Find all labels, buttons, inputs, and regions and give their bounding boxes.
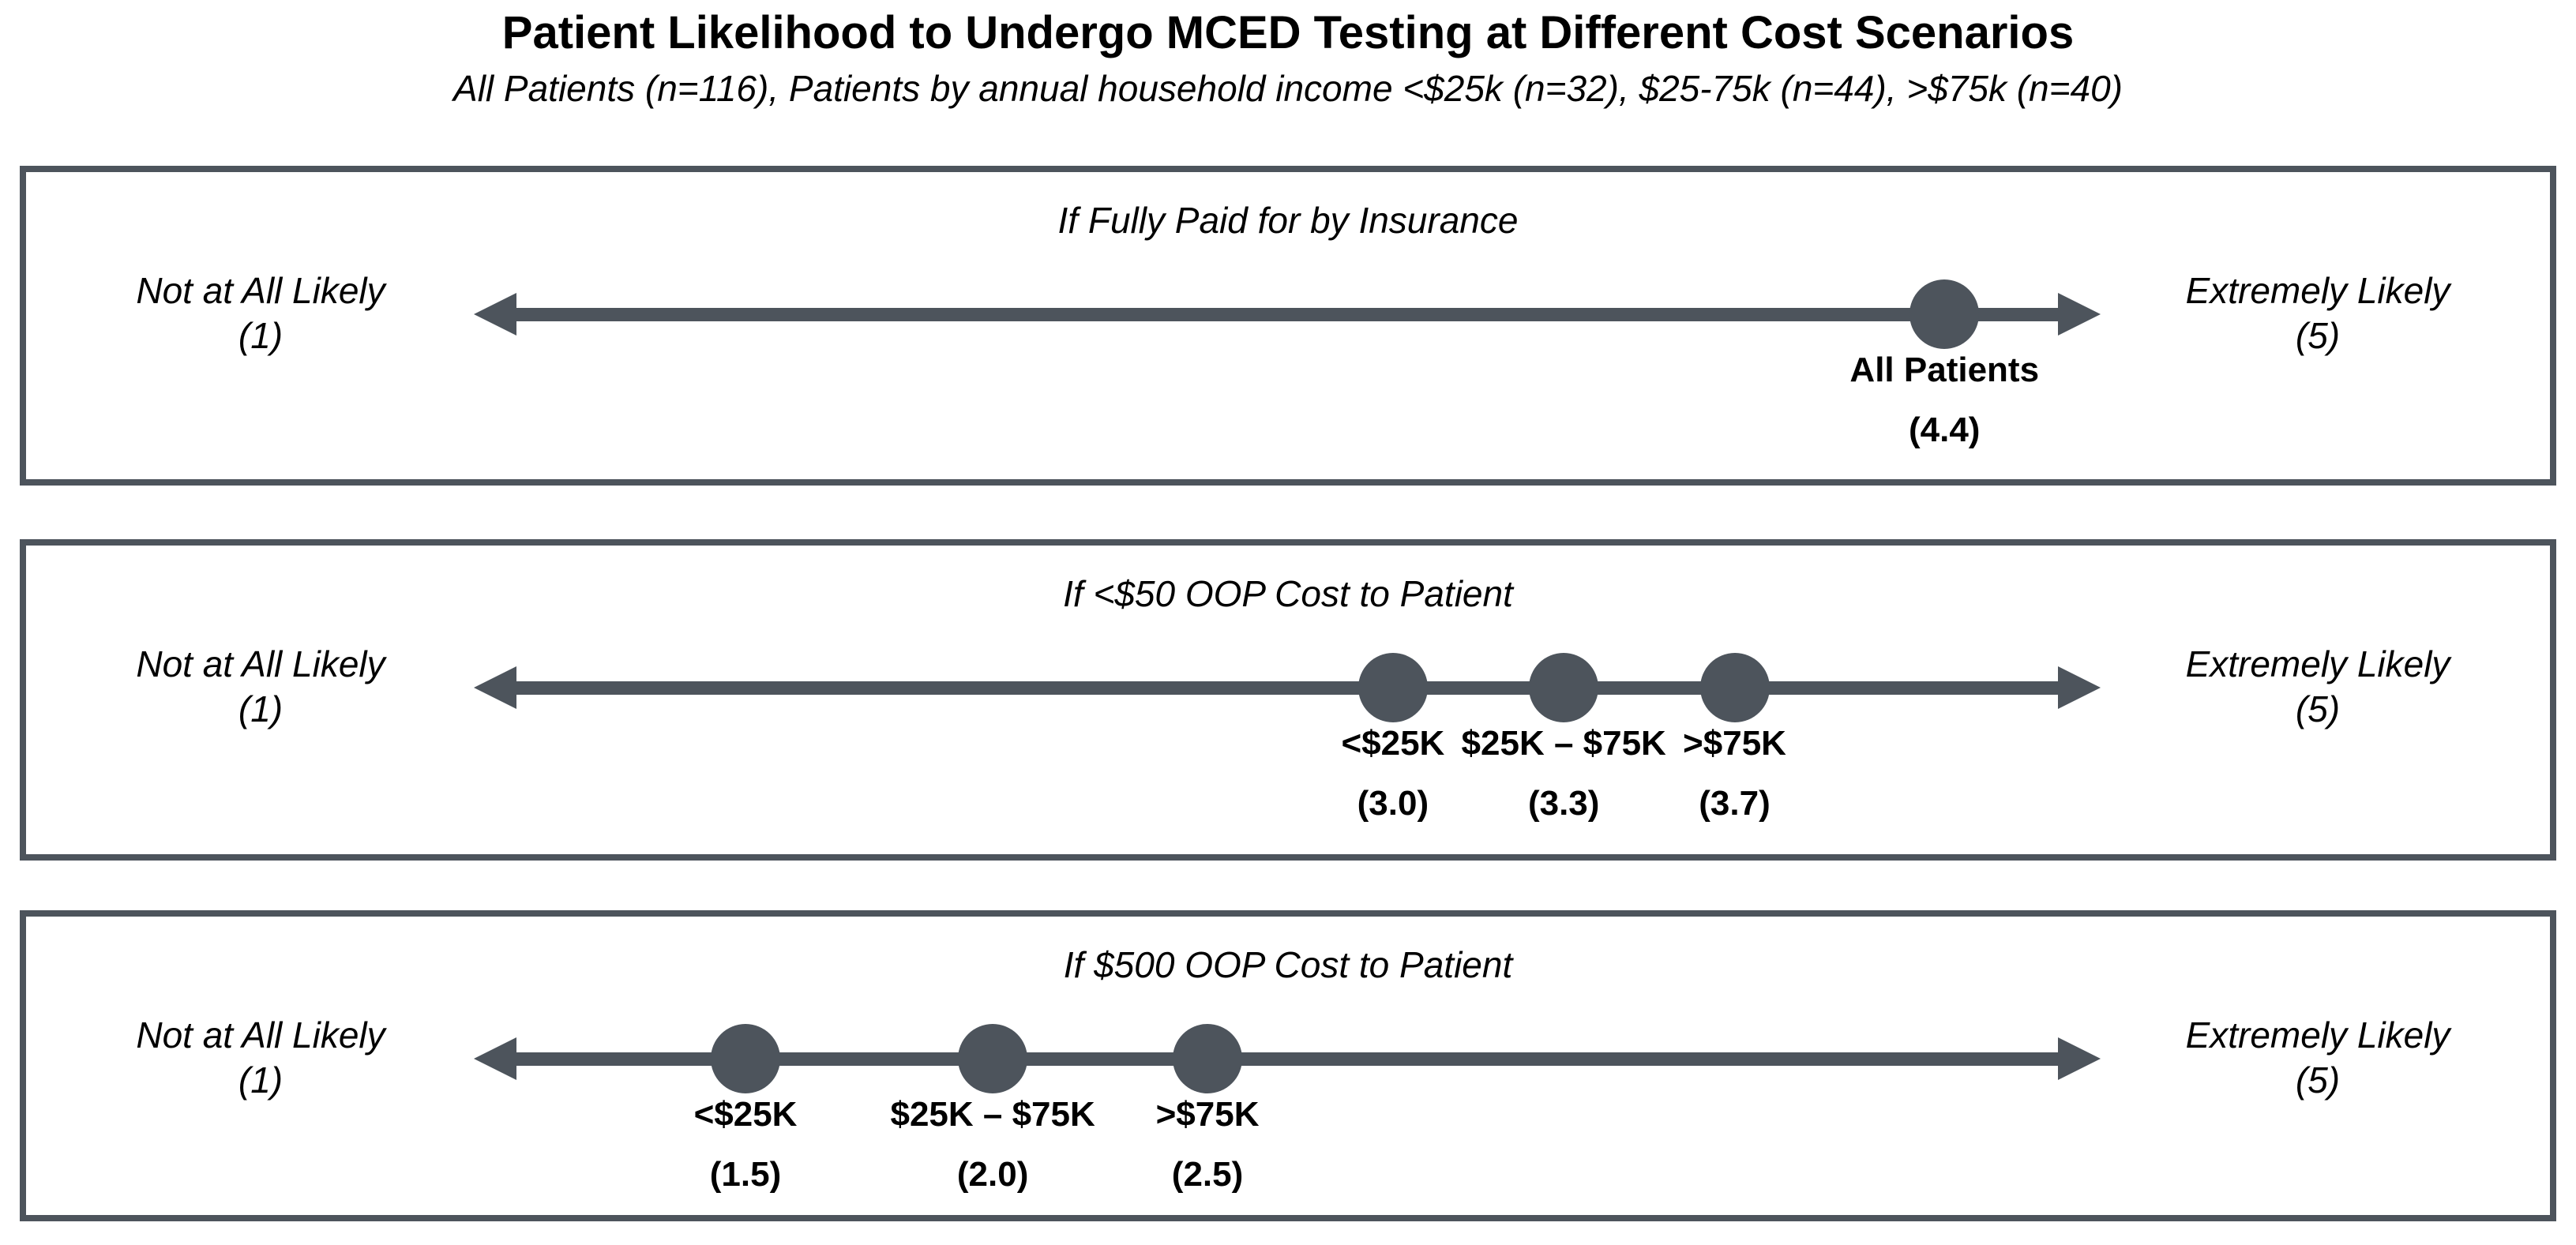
scale-min-tick: (1) (238, 315, 284, 356)
scale-min-label: Not at All Likely (1) (136, 268, 385, 358)
scenario-panel-2: If <$50 OOP Cost to Patient Not at All Li… (20, 539, 2556, 861)
mean-score-dot (1699, 653, 1770, 722)
axis-line (502, 308, 2072, 321)
left-arrowhead-icon (474, 1037, 516, 1080)
mean-score-dot (1357, 653, 1428, 722)
mean-score-dot (711, 1024, 781, 1093)
scale-max-tick: (5) (2295, 315, 2341, 356)
dot-caption: $25K – $75K (3.3) (1462, 724, 1666, 823)
chart-header: Patient Likelihood to Undergo MCED Testi… (0, 8, 2576, 111)
dot-caption: >$75K (3.7) (1683, 724, 1786, 823)
right-arrowhead-icon (2058, 666, 2101, 709)
likelihood-axis: All Patients (4.4) (474, 172, 2101, 479)
scenario-title: If <$50 OOP Cost to Patient (1063, 573, 1513, 614)
dot-value-label: (2.5) (1171, 1155, 1244, 1194)
dot-group-label: >$75K (1155, 1095, 1260, 1134)
scale-max-name: Extremely Likely (2185, 270, 2450, 311)
dot-caption: $25K – $75K (2.0) (890, 1095, 1095, 1194)
scale-max-label: Extremely Likely (5) (2186, 642, 2450, 732)
dot-group-label: $25K – $75K (890, 1095, 1095, 1134)
dot-value-label: (3.0) (1357, 784, 1429, 823)
mean-score-dot (958, 1024, 1028, 1093)
scale-min-tick: (1) (238, 688, 284, 729)
scale-max-tick: (5) (2295, 688, 2341, 729)
right-arrowhead-icon (2058, 1037, 2101, 1080)
scenario-title: If $500 OOP Cost to Patient (1063, 944, 1513, 985)
scale-min-tick: (1) (238, 1059, 284, 1101)
left-arrowhead-icon (474, 293, 516, 336)
likelihood-axis: <$25K (3.0) $25K – $75K (3.3) >$75K (3.7) (474, 546, 2101, 854)
dot-value-label: (2.0) (956, 1155, 1029, 1194)
dot-value-label: (3.7) (1699, 784, 1771, 823)
dot-caption: <$25K (1.5) (694, 1095, 798, 1194)
dot-group-label: $25K – $75K (1461, 724, 1666, 763)
mean-score-dot (1909, 279, 1980, 349)
axis-line (502, 681, 2072, 695)
left-arrowhead-icon (474, 666, 516, 709)
scale-min-label: Not at All Likely (1) (136, 642, 385, 732)
dot-value-label: (3.3) (1527, 784, 1600, 823)
right-arrowhead-icon (2058, 293, 2101, 336)
scale-max-name: Extremely Likely (2185, 643, 2450, 684)
scenario-panel-3: If $500 OOP Cost to Patient Not at All Li… (20, 910, 2556, 1221)
dot-group-label: >$75K (1683, 724, 1786, 763)
dot-caption: <$25K (3.0) (1341, 724, 1444, 823)
dot-caption: >$75K (2.5) (1156, 1095, 1260, 1194)
scenario-title: If Fully Paid for by Insurance (1057, 200, 1519, 241)
chart-subtitle: All Patients (n=116), Patients by annual… (453, 68, 2123, 109)
dot-group-label: <$25K (693, 1095, 798, 1134)
mean-score-dot (1529, 653, 1599, 722)
scale-max-label: Extremely Likely (5) (2186, 1013, 2450, 1103)
dot-value-label: (4.4) (1908, 411, 1981, 449)
scale-max-tick: (5) (2295, 1059, 2341, 1101)
scale-min-name: Not at All Likely (136, 643, 385, 684)
dot-group-label: <$25K (1341, 724, 1445, 763)
chart-title: Patient Likelihood to Undergo MCED Testi… (501, 7, 2075, 58)
likelihood-axis: <$25K (1.5) $25K – $75K (2.0) >$75K (2.5) (474, 917, 2101, 1215)
scale-max-name: Extremely Likely (2185, 1014, 2450, 1056)
scale-min-label: Not at All Likely (1) (136, 1013, 385, 1103)
mean-score-dot (1173, 1024, 1243, 1093)
scale-min-name: Not at All Likely (136, 1014, 385, 1056)
dot-value-label: (1.5) (709, 1155, 782, 1194)
axis-line (502, 1052, 2072, 1066)
scale-max-label: Extremely Likely (5) (2186, 268, 2450, 358)
scenario-panel-1: If Fully Paid for by Insurance Not at All… (20, 166, 2556, 486)
dot-caption: All Patients (4.4) (1849, 351, 2039, 450)
scale-min-name: Not at All Likely (136, 270, 385, 311)
dot-group-label: All Patients (1849, 351, 2040, 389)
